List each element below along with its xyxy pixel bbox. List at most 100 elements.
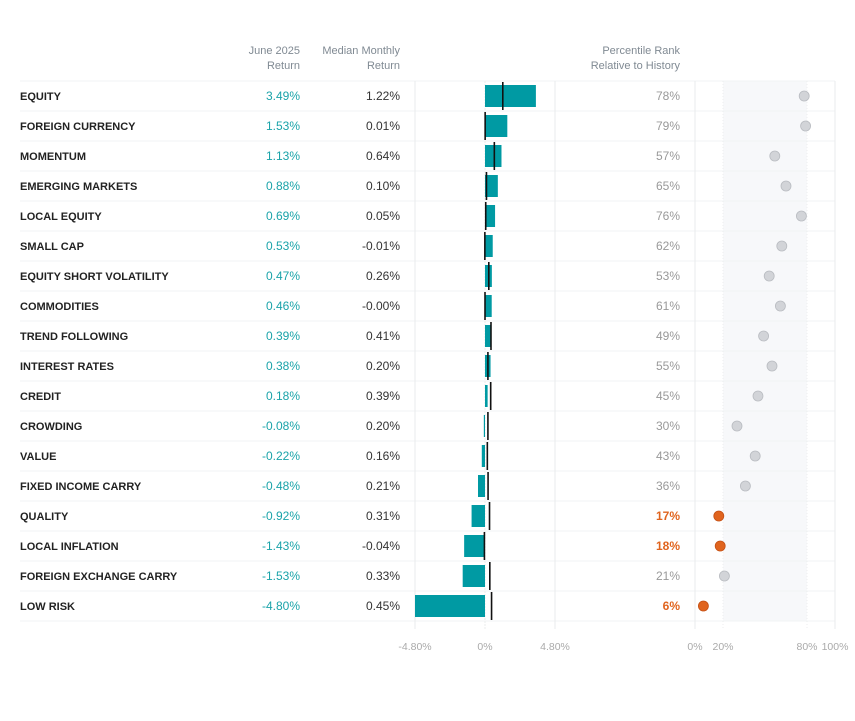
median-return-value: -0.04% (362, 539, 400, 553)
percentile-dot (758, 330, 769, 342)
factor-label: LOCAL INFLATION (20, 541, 119, 553)
header-june-return: June 2025 Return (220, 44, 300, 74)
percentile-value: 6% (663, 599, 681, 613)
june-return-value: -4.80% (262, 599, 300, 613)
median-return-value: 0.10% (366, 179, 400, 193)
median-return-value: 0.21% (366, 479, 400, 493)
percentile-value: 78% (656, 89, 680, 103)
june-return-value: 0.18% (266, 389, 300, 403)
percentile-dot (698, 600, 709, 612)
factor-label: QUALITY (20, 511, 69, 523)
percentile-dot (798, 90, 810, 102)
factor-label: EMERGING MARKETS (20, 181, 137, 193)
factor-label: LOW RISK (20, 601, 75, 613)
percentile-value: 43% (656, 449, 680, 463)
june-return-bar (485, 235, 493, 257)
june-return-value: 1.53% (266, 119, 300, 133)
june-return-bar (478, 475, 485, 497)
factor-label: LOCAL EQUITY (20, 211, 102, 223)
percentile-value: 76% (656, 209, 680, 223)
june-return-bar (485, 175, 498, 197)
june-return-bar (481, 445, 485, 467)
june-return-bar (485, 325, 491, 347)
percentile-value: 45% (656, 389, 680, 403)
percentile-dot (749, 450, 761, 462)
percentile-dot (776, 240, 788, 252)
june-return-bar (485, 385, 488, 407)
median-return-value: 0.39% (366, 389, 400, 403)
percentile-dot (752, 390, 764, 402)
median-return-value: -0.00% (362, 299, 400, 313)
june-return-value: -0.92% (262, 509, 300, 523)
median-return-value: 0.45% (366, 599, 400, 613)
factor-label: MOMENTUM (20, 151, 86, 163)
percentile-value: 61% (656, 299, 680, 313)
june-return-bar (415, 595, 485, 617)
factor-label: VALUE (20, 451, 56, 463)
factor-label: CREDIT (20, 391, 61, 403)
percentile-dot (714, 540, 726, 552)
percentile-value: 36% (656, 479, 680, 493)
percentile-value: 65% (656, 179, 680, 193)
june-return-value: -1.53% (262, 569, 300, 583)
percentile-dot (796, 210, 807, 222)
june-return-value: 0.69% (266, 209, 300, 223)
header-june-return-line1: June 2025 (248, 45, 300, 57)
june-return-bar (464, 535, 485, 557)
median-return-value: 0.31% (366, 509, 400, 523)
june-return-bar (485, 85, 536, 107)
percentile-value: 18% (656, 539, 680, 553)
percentile-dot (713, 510, 725, 522)
percentile-dot (775, 300, 786, 312)
header-percentile: Percentile Rank Relative to History (560, 44, 680, 74)
percentile-value: 53% (656, 269, 680, 283)
median-return-value: 0.26% (366, 269, 400, 283)
pct-axis-tick-label: 100% (822, 641, 849, 653)
percentile-dot (731, 420, 743, 432)
percentile-dot (769, 150, 781, 162)
june-return-value: 0.47% (266, 269, 300, 283)
june-return-bar (485, 295, 492, 317)
bar-axis-tick-label: 4.80% (540, 641, 570, 653)
percentile-dot (763, 270, 775, 282)
percentile-dot (766, 360, 778, 372)
factor-label: CROWDING (20, 421, 82, 433)
percentile-dot (719, 570, 730, 582)
median-return-value: 0.41% (366, 329, 400, 343)
june-return-value: -1.43% (262, 539, 300, 553)
bar-axis-tick-label: 0% (477, 641, 492, 653)
factor-label: FOREIGN CURRENCY (20, 121, 136, 133)
header-percentile-line2: Relative to History (590, 60, 680, 72)
factor-label: TREND FOLLOWING (20, 331, 128, 343)
pct-axis-tick-label: 20% (712, 641, 733, 653)
median-return-value: 0.64% (366, 149, 400, 163)
june-return-value: 0.46% (266, 299, 300, 313)
percentile-value: 30% (656, 419, 680, 433)
factor-label: EQUITY SHORT VOLATILITY (20, 271, 169, 283)
factor-label: FOREIGN EXCHANGE CARRY (20, 571, 178, 583)
june-return-bar (483, 415, 485, 437)
percentile-dot (740, 480, 751, 492)
june-return-value: 0.39% (266, 329, 300, 343)
june-return-value: 0.53% (266, 239, 300, 253)
median-return-value: 0.33% (366, 569, 400, 583)
june-return-bar (485, 145, 502, 167)
bar-axis-tick-label: -4.80% (398, 641, 431, 653)
june-return-bar (485, 115, 508, 137)
pct-axis-tick-label: 80% (796, 641, 817, 653)
percentile-value: 79% (656, 119, 680, 133)
june-return-value: 1.13% (266, 149, 300, 163)
median-return-value: -0.01% (362, 239, 400, 253)
june-return-value: 3.49% (266, 89, 300, 103)
median-return-value: 0.01% (366, 119, 400, 133)
factor-label: EQUITY (20, 91, 62, 103)
percentile-value: 62% (656, 239, 680, 253)
median-return-value: 0.05% (366, 209, 400, 223)
percentile-value: 57% (656, 149, 680, 163)
june-return-value: 0.38% (266, 359, 300, 373)
median-return-value: 0.20% (366, 359, 400, 373)
pct-axis-tick-label: 0% (687, 641, 702, 653)
header-median-return: Median Monthly Return (300, 44, 400, 74)
factor-label: COMMODITIES (20, 301, 99, 313)
